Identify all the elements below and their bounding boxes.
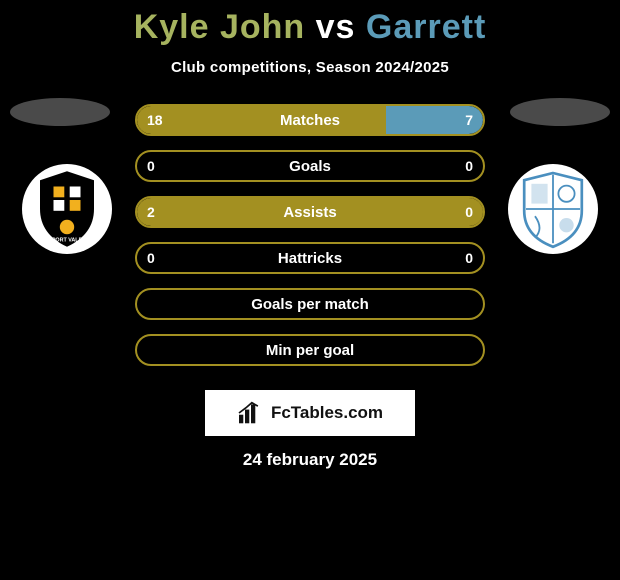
branding-text: FcTables.com (271, 403, 383, 423)
player1-crest: PORT VALE (22, 164, 112, 254)
comparison-content: PORT VALE 187Matches 00Goals 20Assists 00Ha… (0, 104, 620, 384)
player2-crest (508, 164, 598, 254)
branding-badge: FcTables.com (205, 390, 415, 436)
stat-row: Goals per match (135, 288, 485, 320)
stat-row: 20Assists (135, 196, 485, 228)
stats-bars: 187Matches 00Goals 20Assists 00Hattricks Goa… (135, 104, 485, 366)
stat-label: Hattricks (137, 250, 483, 267)
stat-label: Matches (137, 112, 483, 129)
stat-label: Goals per match (137, 296, 483, 313)
subtitle: Club competitions, Season 2024/2025 (0, 59, 620, 76)
chart-icon (237, 401, 265, 425)
stat-row: 00Goals (135, 150, 485, 182)
stat-row: 00Hattricks (135, 242, 485, 274)
player1-oval (10, 98, 110, 126)
stat-label: Assists (137, 204, 483, 221)
shield-icon (508, 164, 598, 254)
date-label: 24 february 2025 (0, 450, 620, 470)
player2-oval (510, 98, 610, 126)
player1-name: Kyle John (134, 8, 305, 46)
stat-row: Min per goal (135, 334, 485, 366)
svg-text:PORT VALE: PORT VALE (52, 237, 83, 243)
stat-label: Min per goal (137, 342, 483, 359)
player2-name: Garrett (366, 8, 486, 46)
page-title: Kyle John vs Garrett (0, 0, 620, 47)
stat-row: 187Matches (135, 104, 485, 136)
vs-label: vs (316, 8, 356, 46)
stat-label: Goals (137, 158, 483, 175)
shield-icon: PORT VALE (22, 164, 112, 254)
